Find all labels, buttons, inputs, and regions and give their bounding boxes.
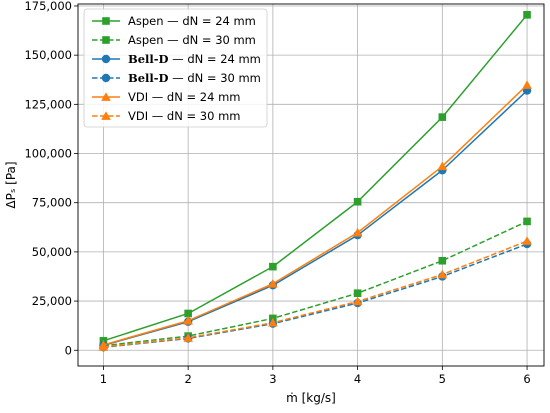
legend-label: Bell-D — dN = 30 mm <box>128 71 261 85</box>
data-point <box>268 317 278 327</box>
legend-label-method: Bell-D <box>128 71 169 85</box>
series-layer <box>98 11 532 352</box>
legend-label-method: Bell-D <box>128 52 169 66</box>
plot-frame <box>77 3 545 367</box>
legend-label-diameter: — dN = 24 mm <box>148 90 240 104</box>
y-tick-label: 125,000 <box>24 97 72 111</box>
legend-marker <box>101 73 111 83</box>
y-axis: 0 25,000 50,000 75,000 100,000 125,000 150,000… <box>24 0 78 357</box>
series-line <box>103 84 528 346</box>
legend-label: Bell-D — dN = 24 mm <box>128 52 261 66</box>
x-tick-label: 4 <box>354 372 361 386</box>
series-line <box>103 220 528 347</box>
legend-marker <box>101 54 111 64</box>
series-line <box>103 240 528 348</box>
data-point <box>268 278 278 288</box>
series-6 <box>98 236 532 351</box>
x-tick-label: 5 <box>439 372 446 386</box>
series-4 <box>99 239 532 352</box>
legend-item: Bell-D — dN = 24 mm <box>92 52 261 66</box>
legend-label-method: Aspen <box>128 14 164 28</box>
y-axis-label: ΔPₛ [Pa] <box>4 161 18 208</box>
series-2 <box>99 217 531 350</box>
data-point <box>523 11 531 19</box>
legend-item: Aspen — dN = 24 mm <box>92 14 256 28</box>
data-point <box>184 309 192 318</box>
legend-label-method: VDI <box>128 109 148 123</box>
x-tick-label: 3 <box>269 372 276 386</box>
legend-item: Aspen — dN = 30 mm <box>92 33 256 47</box>
x-tick-label: 1 <box>100 372 107 386</box>
data-point <box>352 227 363 237</box>
legend-marker <box>101 111 111 120</box>
data-point <box>523 217 531 226</box>
data-point <box>269 262 277 271</box>
data-point <box>438 256 447 265</box>
legend-marker <box>102 36 110 44</box>
data-point <box>522 236 532 245</box>
legend-label: Aspen — dN = 24 mm <box>128 14 256 28</box>
y-tick-label: 75,000 <box>32 196 72 210</box>
legend-label-diameter: — dN = 30 mm <box>169 71 261 85</box>
data-point <box>352 296 363 306</box>
y-tick-label: 100,000 <box>24 147 72 161</box>
legend-label: Aspen — dN = 30 mm <box>128 33 256 47</box>
legend-label: VDI — dN = 30 mm <box>128 109 240 123</box>
legend-label: VDI — dN = 24 mm <box>128 90 240 104</box>
legend-label-method: VDI <box>128 90 148 104</box>
series-line <box>103 14 528 342</box>
data-point <box>437 269 448 279</box>
legend-label-diameter: — dN = 30 mm <box>164 33 256 47</box>
x-tick-label: 6 <box>523 372 530 386</box>
data-point <box>438 113 447 121</box>
x-axis: 1 2 3 4 5 6 <box>100 366 531 386</box>
y-tick-label: 150,000 <box>24 48 72 62</box>
y-tick-label: 50,000 <box>32 245 72 259</box>
legend-label-diameter: — dN = 24 mm <box>169 52 261 66</box>
legend-marker <box>102 17 110 25</box>
legend-item: Bell-D — dN = 30 mm <box>92 71 261 85</box>
x-axis-label: ṁ [kg/s] <box>286 391 336 405</box>
series-5 <box>98 80 532 349</box>
legend-label-diameter: — dN = 30 mm <box>148 109 240 123</box>
series-line <box>103 243 528 349</box>
legend-marker <box>101 92 111 101</box>
data-point <box>353 197 362 206</box>
data-point <box>183 333 193 342</box>
y-tick-label: 0 <box>65 343 72 357</box>
data-point <box>98 342 109 351</box>
series-line <box>103 90 528 347</box>
data-point <box>522 80 532 89</box>
legend-label-diameter: — dN = 24 mm <box>164 14 256 28</box>
legend-box <box>83 8 268 128</box>
data-point <box>183 315 193 325</box>
legend-item: VDI — dN = 24 mm <box>92 90 240 104</box>
y-tick-label: 25,000 <box>32 294 72 308</box>
legend-item: VDI — dN = 30 mm <box>92 109 240 123</box>
x-tick-label: 2 <box>184 372 191 386</box>
legend-label-method: Aspen <box>128 33 164 47</box>
data-point <box>437 161 448 171</box>
data-point <box>353 289 362 298</box>
y-tick-label: 175,000 <box>24 0 72 13</box>
